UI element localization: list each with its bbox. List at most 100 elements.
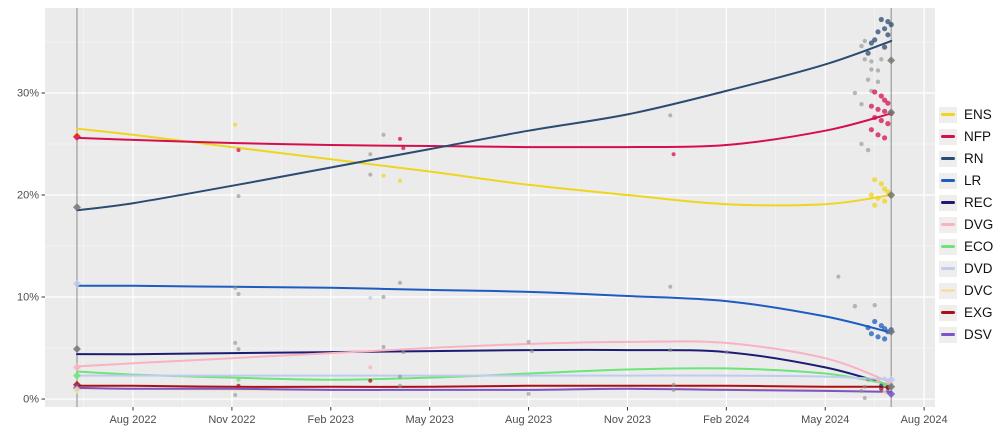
result-diamonds	[72, 56, 896, 398]
poll-point-gray	[836, 274, 841, 279]
legend-key-DSV	[939, 326, 957, 343]
result-diamond	[887, 375, 896, 384]
poll-point-gray	[401, 350, 406, 355]
result-diamond	[887, 191, 896, 200]
poll-point-DVD	[882, 376, 887, 381]
legend-item-ENS: ENS	[939, 106, 993, 123]
legend-item-DSV: DSV	[939, 326, 993, 343]
poll-point-NFP	[868, 127, 875, 133]
chart-panel	[45, 8, 935, 407]
legend: ENS NFP RN LR REC DVG ECO DVD DVC EXG DSV	[939, 106, 993, 343]
poll-point-gray	[865, 147, 871, 153]
legend-label-DVG: DVG	[964, 217, 994, 232]
x-tick-label: Aug 2024	[901, 414, 948, 426]
legend-item-LR: LR	[939, 172, 993, 189]
poll-point-NFP	[882, 108, 888, 114]
poll-point-gray	[866, 377, 871, 382]
poll-point-NFP	[878, 93, 884, 99]
legend-swatch-DVD	[941, 267, 955, 270]
trend-line-LR	[75, 284, 893, 334]
trend-line-REC	[75, 348, 893, 387]
poll-point-LR	[882, 326, 888, 332]
legend-label-LR: LR	[964, 173, 982, 188]
poll-point-NFP	[872, 114, 878, 121]
poll-point-NFP	[882, 135, 888, 141]
legend-swatch-ENS	[941, 113, 955, 116]
poll-point-RN	[872, 37, 878, 43]
legend-key-LR	[939, 172, 957, 189]
legend-label-ECO: ECO	[964, 239, 994, 254]
x-axis-labels: Aug 2022 Nov 2022 Feb 2023 May 2023 Aug 2023…	[109, 414, 947, 426]
poll-point-RN	[888, 22, 894, 28]
poll-point-gray	[859, 141, 864, 147]
poll-point-RN	[868, 40, 875, 46]
result-diamond	[72, 345, 81, 354]
poll-point-gray	[526, 391, 531, 396]
poll-point-gray	[862, 38, 867, 44]
legend-key-REC	[939, 194, 957, 211]
legend-label-DVC: DVC	[964, 283, 993, 298]
poll-point-LR	[878, 323, 884, 329]
poll-point-gray	[526, 339, 531, 344]
poll-point-DVC	[882, 390, 887, 396]
poll-point-gray	[529, 349, 534, 354]
result-diamond	[887, 327, 896, 336]
y-tick-label: 30%	[17, 87, 39, 99]
trend-lines	[75, 40, 893, 393]
legend-item-NFP: NFP	[939, 128, 993, 145]
poll-point-gray	[668, 113, 673, 118]
legend-swatch-LR	[941, 179, 955, 182]
poll-point-gray	[852, 90, 858, 96]
trend-line-NFP	[75, 112, 893, 149]
poll-point-gray	[236, 194, 241, 198]
legend-swatch-DVG	[941, 223, 955, 226]
poll-point-gray	[875, 79, 881, 85]
poll-points	[233, 16, 894, 400]
trend-line-DSV	[75, 386, 893, 393]
result-diamond	[72, 363, 81, 372]
poll-point-DVG	[885, 380, 891, 385]
x-tick-label: Feb 2023	[308, 414, 354, 426]
result-diamond	[887, 382, 896, 391]
poll-point-gray	[381, 295, 386, 299]
poll-point-gray	[865, 77, 871, 82]
poll-point-gray	[398, 374, 402, 379]
legend-swatch-NFP	[941, 135, 955, 138]
poll-point-gray	[381, 132, 386, 137]
poll-point-LR	[872, 318, 878, 325]
x-tick-label: Nov 2023	[604, 414, 651, 426]
poll-point-EXG	[879, 386, 884, 391]
poll-point-ENS	[882, 198, 888, 204]
legend-key-ECO	[939, 238, 957, 255]
legend-swatch-RN	[941, 157, 955, 160]
legend-label-RN: RN	[964, 151, 984, 166]
poll-point-gray	[875, 68, 881, 73]
result-diamond	[72, 132, 81, 141]
result-diamond	[72, 371, 81, 380]
legend-label-EXG: EXG	[964, 305, 993, 320]
poll-point-ECO	[236, 377, 241, 382]
y-tick-label: 10%	[17, 292, 39, 304]
poll-point-gray	[852, 304, 858, 309]
trend-line-DVD	[75, 374, 893, 381]
poll-point-gray	[233, 393, 238, 397]
trend-line-DVG	[75, 340, 893, 384]
poll-point-gray	[671, 387, 676, 392]
poll-point-NFP	[875, 106, 881, 112]
legend-label-DVD: DVD	[964, 261, 993, 276]
poll-point-NFP	[878, 117, 884, 124]
poll-point-gray	[859, 43, 864, 49]
poll-point-ENS	[398, 178, 402, 183]
poll-point-NFP	[875, 132, 881, 138]
poll-point-ENS	[233, 122, 238, 127]
poll-point-LR	[865, 325, 871, 331]
legend-swatch-ECO	[941, 245, 955, 248]
poll-point-EXG	[236, 383, 241, 388]
poll-point-NFP	[885, 100, 891, 106]
poll-point-gray	[668, 284, 673, 289]
legend-item-DVG: DVG	[939, 216, 993, 233]
poll-point-gray	[869, 67, 874, 72]
poll-point-gray	[668, 348, 673, 353]
poll-point-ENS	[381, 173, 386, 178]
